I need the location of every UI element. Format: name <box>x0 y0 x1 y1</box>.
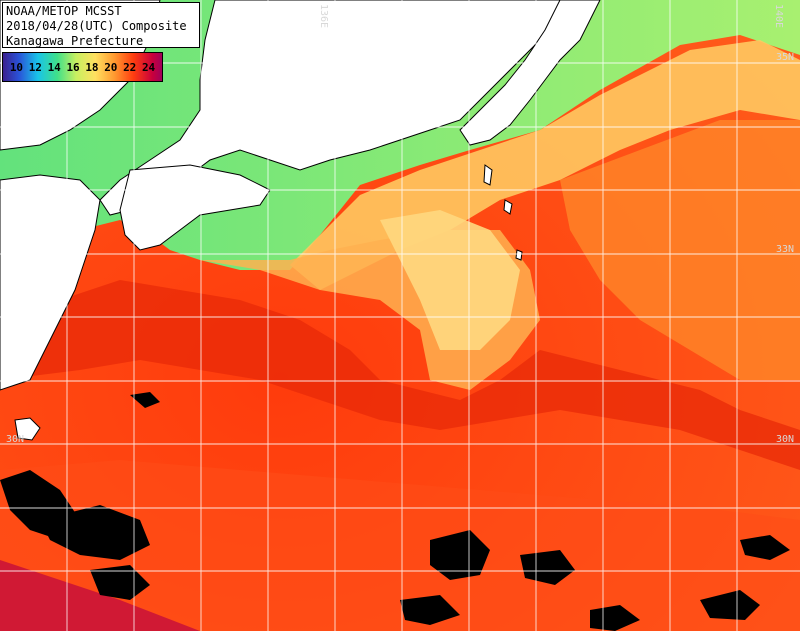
shikoku-land <box>119 164 271 251</box>
title-line-1: NOAA/METOP MCSST <box>6 4 122 18</box>
lon-label-140: 140E <box>773 4 784 29</box>
very-warm-water <box>0 560 200 631</box>
title-line-3: Kanagawa Prefecture <box>6 34 144 48</box>
lat-label-35-right: 35N <box>776 52 795 63</box>
kuroshio-current <box>0 280 800 470</box>
title-line-2: 2018/04/28(UTC) Composite <box>6 19 187 33</box>
scale-label: 10 <box>9 60 24 74</box>
southern-warm-water <box>0 460 800 631</box>
yakushima-island <box>14 417 41 441</box>
scale-label: 12 <box>28 60 42 74</box>
title-box: NOAA/METOP MCSST 2018/04/28(UTC) Composi… <box>2 2 200 48</box>
izu-island <box>483 164 493 186</box>
scale-label: 16 <box>66 60 80 74</box>
cloud-patches <box>0 392 790 631</box>
scale-label: 20 <box>104 60 118 74</box>
cold-eddy-core <box>380 210 520 350</box>
scale-label: 22 <box>123 60 137 74</box>
lon-label-136: 136E <box>318 4 329 29</box>
lat-label-33-right: 33N <box>776 244 795 255</box>
offshore-band <box>560 120 800 380</box>
honshu-east-land <box>459 0 601 146</box>
lat-label-30-left: 30N <box>6 434 25 445</box>
izu-island <box>515 249 523 261</box>
scale-label: 14 <box>47 60 61 74</box>
honshu-land <box>99 0 561 216</box>
scale-label: 18 <box>85 60 99 74</box>
temperature-scale: 10 12 14 16 18 20 22 24 <box>2 52 163 82</box>
izu-island <box>503 199 513 215</box>
scale-label: 24 <box>141 60 156 74</box>
lat-label-30-right: 30N <box>776 434 795 445</box>
kyushu-land <box>0 174 101 391</box>
